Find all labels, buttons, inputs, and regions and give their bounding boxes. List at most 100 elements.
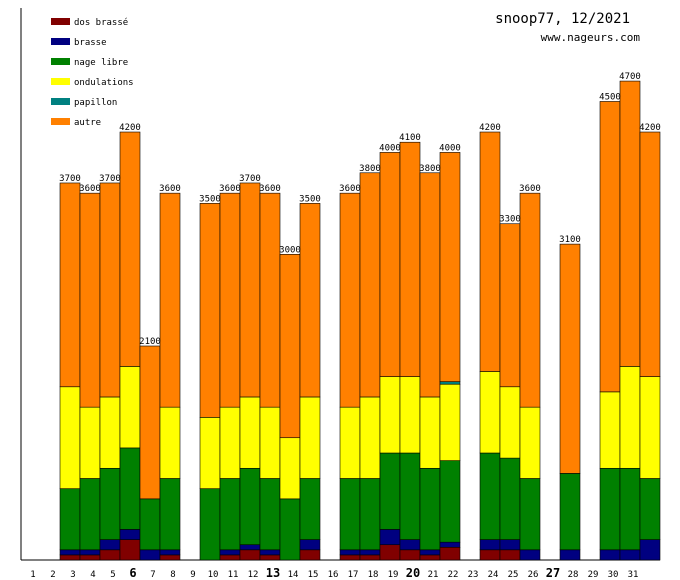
bar-segment-day-2-autre <box>59 182 81 388</box>
bar-segment-day-6-nage-libre <box>139 498 161 551</box>
total-label-day-29: 4500 <box>599 92 621 102</box>
legend-swatch-dos-brasse <box>51 18 70 25</box>
bar-segment-day-10-dos-brasse <box>219 554 241 561</box>
bar-segment-day-16-dos-brasse <box>339 554 361 561</box>
bar-segment-day-12-autre <box>259 192 281 408</box>
total-label-day-20: 3800 <box>419 164 441 174</box>
total-label-day-18: 4000 <box>379 143 401 153</box>
bar-segment-day-21-dos-brasse <box>439 546 461 561</box>
bar-segment-day-16-nage-libre <box>339 478 361 551</box>
legend-swatch-ondulations <box>51 78 70 85</box>
bar-segment-day-31-ondulations <box>639 376 661 479</box>
bar-segment-day-9-ondulations <box>199 417 221 489</box>
x-tick-label-day-1: 1 <box>30 570 35 580</box>
bar-segment-day-13-ondulations <box>279 437 301 500</box>
legend-label-nage-libre: nage libre <box>74 58 128 68</box>
x-tick-label-day-28: 28 <box>568 570 579 580</box>
total-label-day-7: 3600 <box>159 184 181 194</box>
bar-segment-day-3-autre <box>79 192 101 408</box>
bar-segment-day-21-brasse <box>439 541 461 548</box>
legend-swatch-papillon <box>51 98 70 105</box>
x-tick-label-day-8: 8 <box>170 570 175 580</box>
bar-segment-day-23-nage-libre <box>479 452 501 540</box>
bar-segment-day-23-autre <box>479 131 501 372</box>
x-tick-label-day-27: 27 <box>546 566 560 580</box>
bar-segment-day-3-ondulations <box>79 406 101 479</box>
bar-segment-day-14-brasse <box>299 539 321 551</box>
x-tick-label-day-3: 3 <box>70 570 75 580</box>
total-label-day-5: 4200 <box>119 123 141 133</box>
bar-segment-day-24-dos-brasse <box>499 549 521 561</box>
chart-subtitle: www.nageurs.com <box>541 31 641 44</box>
total-label-day-21: 4000 <box>439 143 461 153</box>
bar-segment-day-23-brasse <box>479 539 501 551</box>
x-tick-label-day-16: 16 <box>328 570 339 580</box>
bar-segment-day-24-ondulations <box>499 386 521 459</box>
bar-segment-day-23-ondulations <box>479 371 501 454</box>
bar-segment-day-2-nage-libre <box>59 488 81 551</box>
x-tick-label-day-17: 17 <box>348 570 359 580</box>
x-tick-label-day-6: 6 <box>129 566 136 580</box>
bar-segment-day-4-dos-brasse <box>99 549 121 561</box>
total-label-day-13: 3000 <box>279 245 301 255</box>
x-tick-label-day-29: 29 <box>588 570 599 580</box>
bar-segment-day-20-nage-libre <box>419 467 441 551</box>
bar-segment-day-3-brasse <box>79 549 101 556</box>
bar-segment-day-21-papillon <box>439 381 461 385</box>
bar-segment-day-18-dos-brasse <box>379 544 401 561</box>
total-label-day-19: 4100 <box>399 133 421 143</box>
legend-label-papillon: papillon <box>74 98 117 108</box>
bar-segment-day-4-brasse <box>99 539 121 551</box>
bar-segment-day-17-ondulations <box>359 396 381 479</box>
bar-segment-day-7-autre <box>159 192 181 408</box>
bar-segment-day-25-autre <box>519 192 541 408</box>
bar-segment-day-9-nage-libre <box>199 488 221 561</box>
bar-segment-day-13-autre <box>279 254 301 439</box>
bar-segment-day-10-autre <box>219 192 241 408</box>
bar-segment-day-9-autre <box>199 203 221 418</box>
bar-segment-day-31-brasse <box>639 539 661 561</box>
bar-segment-day-12-ondulations <box>259 406 281 479</box>
total-label-day-10: 3600 <box>219 184 241 194</box>
x-tick-label-day-12: 12 <box>248 570 259 580</box>
x-tick-label-day-20: 20 <box>406 566 420 580</box>
x-tick-label-day-2: 2 <box>50 570 55 580</box>
x-tick-label-day-15: 15 <box>308 570 319 580</box>
total-label-day-4: 3700 <box>99 174 121 184</box>
x-tick-label-day-4: 4 <box>90 570 95 580</box>
bar-segment-day-27-autre <box>559 243 581 474</box>
bar-segment-day-24-brasse <box>499 539 521 551</box>
total-label-day-6: 2100 <box>139 337 161 347</box>
bar-segment-day-19-dos-brasse <box>399 549 421 561</box>
bar-segment-day-4-autre <box>99 182 121 398</box>
bar-segment-day-31-autre <box>639 131 661 377</box>
bar-segment-day-18-nage-libre <box>379 452 401 530</box>
bar-segment-day-21-nage-libre <box>439 460 461 543</box>
bar-segment-day-29-brasse <box>599 549 621 561</box>
bar-segment-day-14-autre <box>299 203 321 398</box>
x-tick-label-day-19: 19 <box>388 570 399 580</box>
bar-segment-day-6-autre <box>139 345 161 500</box>
total-label-day-2: 3700 <box>59 174 81 184</box>
bar-segment-day-7-brasse <box>159 549 181 556</box>
bar-segment-day-5-autre <box>119 131 141 367</box>
bar-segment-day-30-nage-libre <box>619 467 641 551</box>
bar-segment-day-13-nage-libre <box>279 498 301 561</box>
bar-segment-day-11-dos-brasse <box>239 549 261 561</box>
x-tick-labels: 1 2 3 4 5 6 7 8 9 10 11 12 13 14 15 16 17 18 19 20 21 22 23 24 2… <box>30 566 638 580</box>
bar-segment-day-16-ondulations <box>339 406 361 479</box>
bar-segment-day-16-brasse <box>339 549 361 556</box>
bar-segment-day-20-autre <box>419 172 441 398</box>
legend-swatch-brasse <box>51 38 70 45</box>
legend-label-ondulations: ondulations <box>74 78 134 88</box>
total-label-day-12: 3600 <box>259 184 281 194</box>
total-label-day-31: 4200 <box>639 123 661 133</box>
bar-segment-day-14-ondulations <box>299 396 321 479</box>
total-label-day-24: 3300 <box>499 215 521 225</box>
bar-segment-day-29-nage-libre <box>599 467 621 551</box>
x-tick-label-day-25: 25 <box>508 570 519 580</box>
bar-segment-day-27-nage-libre <box>559 473 581 551</box>
bar-segment-day-19-brasse <box>399 539 421 551</box>
bar-segment-day-21-autre <box>439 152 461 382</box>
